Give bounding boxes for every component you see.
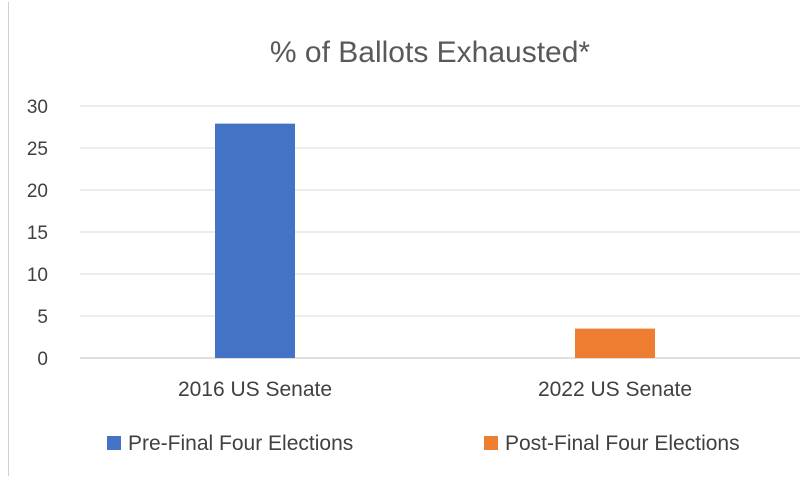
legend-label-2: Post-Final Four Elections — [505, 432, 740, 455]
legend-swatch-2 — [484, 436, 498, 450]
x-category-label: 2022 US Senate — [538, 378, 692, 401]
bar-2-2 — [575, 328, 655, 358]
y-axis-tick-labels: 0 5 10 15 20 25 30 — [27, 97, 48, 370]
bar-1-1 — [215, 123, 295, 358]
x-axis-category-labels: 2016 US Senate 2022 US Senate — [178, 378, 692, 401]
y-tick-label: 20 — [27, 181, 48, 202]
legend-label-1: Pre-Final Four Elections — [128, 432, 353, 455]
x-category-label: 2016 US Senate — [178, 378, 332, 401]
y-tick-label: 25 — [27, 139, 48, 160]
y-tick-label: 30 — [27, 97, 48, 118]
y-tick-label: 10 — [27, 265, 48, 286]
legend-swatch-1 — [107, 436, 121, 450]
chart-frame — [8, 2, 809, 476]
bars — [215, 123, 655, 358]
y-tick-label: 5 — [37, 307, 48, 328]
y-tick-label: 15 — [27, 223, 48, 244]
gridlines — [80, 105, 800, 359]
legend: Pre-Final Four Elections Post-Final Four … — [107, 432, 740, 455]
y-tick-label: 0 — [37, 349, 48, 370]
chart-title: % of Ballots Exhausted* — [270, 36, 591, 69]
